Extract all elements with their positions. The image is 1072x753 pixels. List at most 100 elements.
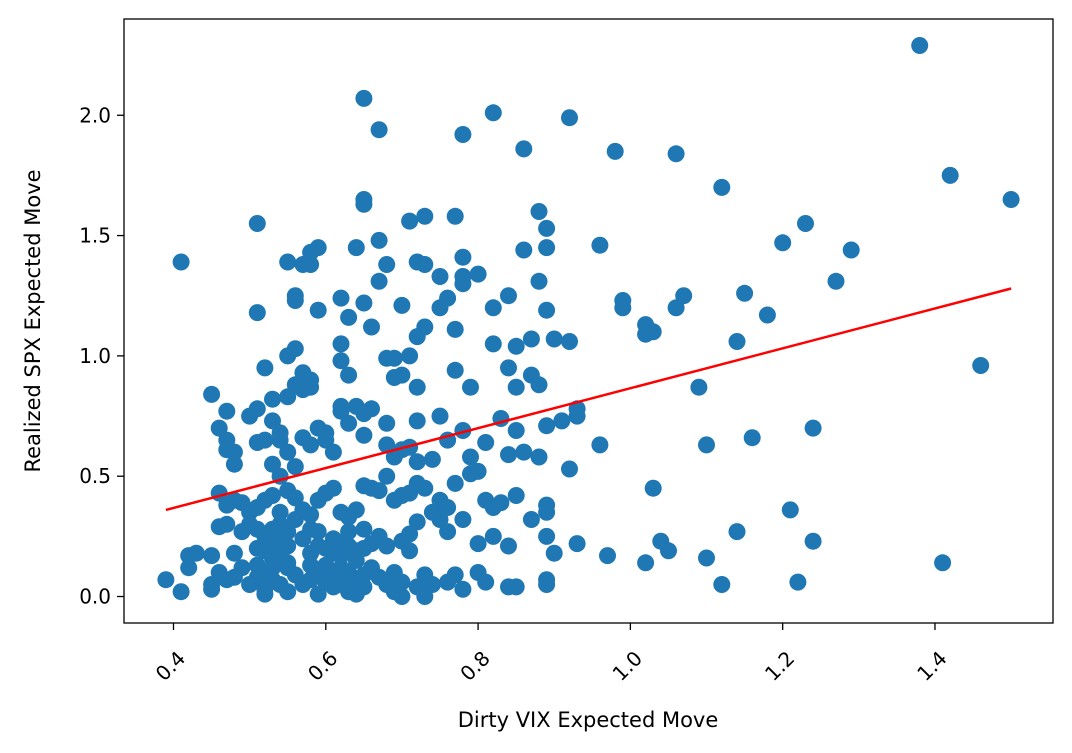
data-point <box>698 549 715 567</box>
data-point <box>378 467 396 485</box>
data-point <box>454 126 472 143</box>
data-point <box>492 494 510 512</box>
data-point <box>538 496 556 514</box>
data-point <box>522 330 540 348</box>
data-point <box>340 308 358 326</box>
data-point <box>180 559 198 577</box>
data-point <box>606 142 624 160</box>
data-point <box>462 378 479 396</box>
data-point <box>225 544 243 562</box>
data-point <box>264 487 281 504</box>
points-layer <box>157 37 1020 605</box>
data-point <box>355 89 373 107</box>
data-point <box>248 215 266 232</box>
data-point <box>637 554 655 572</box>
data-point <box>218 402 236 420</box>
data-point <box>500 287 517 305</box>
data-point <box>500 537 517 555</box>
data-point <box>378 436 396 454</box>
data-point <box>332 352 350 370</box>
data-point <box>332 289 350 307</box>
data-point <box>431 299 449 317</box>
x-axis: 0.4 0.6 0.8 1.0 1.2 1.4 <box>151 623 952 686</box>
data-point <box>355 578 373 596</box>
data-point <box>538 527 556 545</box>
data-point <box>667 299 685 317</box>
data-point <box>355 294 373 312</box>
data-point <box>842 241 860 259</box>
data-point <box>370 231 388 249</box>
data-point <box>941 166 959 184</box>
x-tick-label: 1.4 <box>912 646 951 685</box>
data-point <box>324 443 342 461</box>
data-point <box>469 265 487 283</box>
data-point <box>477 573 495 591</box>
data-point <box>599 547 616 565</box>
data-point <box>644 479 662 497</box>
data-point <box>538 239 556 257</box>
data-point <box>279 443 297 461</box>
fit-line <box>165 287 1012 512</box>
y-tick-label: 1.5 <box>79 224 111 248</box>
data-point <box>401 525 419 543</box>
data-point <box>302 378 320 396</box>
data-point <box>804 532 822 550</box>
data-point <box>675 287 693 305</box>
data-point <box>256 359 274 377</box>
x-tick-label: 1.0 <box>608 646 647 685</box>
data-point <box>713 576 731 593</box>
data-point <box>484 335 502 353</box>
data-point <box>355 426 373 444</box>
data-point <box>522 511 540 528</box>
data-point <box>774 234 792 252</box>
data-point <box>393 296 411 314</box>
data-point <box>469 535 487 553</box>
data-point <box>614 299 632 317</box>
data-point <box>454 248 472 266</box>
data-point <box>446 566 464 584</box>
y-axis-label: Realized SPX Expected Move <box>21 169 45 472</box>
data-point <box>667 145 685 163</box>
data-point <box>279 537 297 555</box>
data-point <box>302 436 320 454</box>
data-point <box>431 407 449 425</box>
data-point <box>340 523 358 541</box>
data-point <box>286 458 304 476</box>
data-point <box>507 578 525 596</box>
data-point <box>347 501 365 519</box>
data-point <box>203 547 221 565</box>
data-point <box>934 554 952 572</box>
data-point <box>736 284 754 302</box>
data-point <box>728 333 746 350</box>
data-point <box>302 256 320 273</box>
data-point <box>446 474 464 492</box>
data-point <box>462 448 479 466</box>
data-point <box>172 583 190 601</box>
data-point <box>355 520 373 538</box>
data-point <box>530 448 548 466</box>
data-point <box>446 207 464 225</box>
data-point <box>279 583 297 601</box>
data-point <box>500 359 517 377</box>
data-point <box>568 535 586 553</box>
data-point <box>538 417 556 435</box>
data-point <box>690 378 708 396</box>
data-point <box>515 241 533 259</box>
data-point <box>256 431 274 449</box>
data-point <box>591 436 609 454</box>
data-point <box>637 325 655 343</box>
y-tick-label: 2.0 <box>79 103 111 127</box>
data-point <box>363 318 380 336</box>
data-point <box>538 301 556 319</box>
data-point <box>446 361 464 379</box>
data-point <box>187 544 205 562</box>
data-point <box>484 527 502 545</box>
x-tick-label: 0.8 <box>455 646 494 685</box>
data-point <box>591 236 609 254</box>
data-point <box>203 580 221 598</box>
y-tick-label: 1.0 <box>79 344 111 368</box>
data-point <box>530 376 548 394</box>
data-point <box>515 443 533 461</box>
data-point <box>378 414 396 432</box>
data-point <box>439 523 457 541</box>
